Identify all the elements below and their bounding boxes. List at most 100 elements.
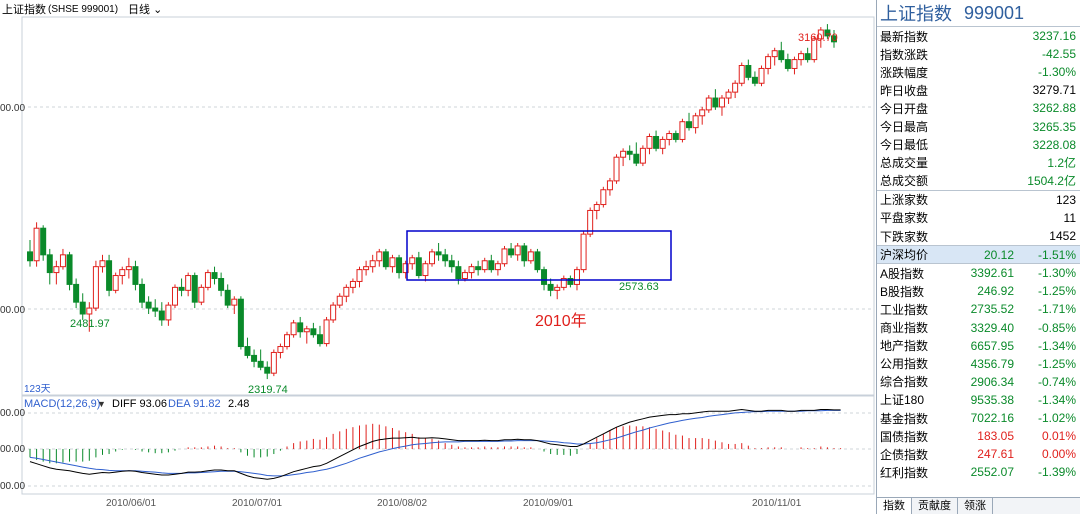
- tab-index[interactable]: 指数: [877, 498, 912, 514]
- candles-group: [27, 24, 837, 380]
- tab-leaders[interactable]: 领涨: [958, 498, 993, 514]
- sidebar-row[interactable]: 最新指数 3237.16: [877, 27, 1080, 45]
- candle-body: [745, 65, 752, 78]
- candle-body: [501, 248, 508, 265]
- candle-body: [264, 366, 271, 374]
- candle-body: [620, 150, 627, 158]
- candle-body: [382, 251, 389, 268]
- candle-body: [455, 266, 462, 279]
- candle-body: [831, 35, 837, 43]
- sidebar-row[interactable]: 指数涨跌 -42.55: [877, 45, 1080, 63]
- days-label: 123天: [24, 384, 51, 395]
- candle-body: [541, 269, 548, 285]
- candle-body: [316, 334, 323, 345]
- candle-body: [165, 304, 172, 321]
- sidebar-row[interactable]: 涨跌幅度 -1.30%: [877, 63, 1080, 81]
- candle-body: [626, 150, 633, 155]
- chevron-down-icon: ⌄: [153, 4, 163, 16]
- sidebar-row[interactable]: 今日最低 3228.08: [877, 136, 1080, 154]
- tab-contribution[interactable]: 贡献度: [912, 498, 958, 514]
- sidebar-row[interactable]: 红利指数 2552.07 -1.39%: [877, 463, 1080, 481]
- row-label: 总成交量: [880, 156, 929, 171]
- sidebar-row[interactable]: 今日最高 3265.35: [877, 117, 1080, 135]
- period-selector[interactable]: 日线 ⌄: [128, 1, 162, 17]
- sidebar-row[interactable]: 商业指数 3329.40 -0.85%: [877, 319, 1080, 337]
- candle-body: [534, 251, 541, 271]
- candle-body: [303, 328, 310, 333]
- sidebar-row[interactable]: 国债指数 183.05 0.01%: [877, 427, 1080, 445]
- macd-dropdown-icon: ▼: [97, 399, 106, 409]
- candle-body: [521, 245, 528, 262]
- sidebar-row[interactable]: 下跌家数 1452: [877, 227, 1080, 245]
- sidebar-index-code: 999001: [964, 2, 1025, 23]
- candle-body: [343, 286, 350, 297]
- candle-body: [218, 278, 225, 291]
- row-label: 红利指数: [880, 465, 929, 480]
- row-label: 企债指数: [880, 447, 929, 462]
- dea-line: [29, 409, 841, 477]
- sidebar-row[interactable]: 今日开盘 3262.88: [877, 99, 1080, 117]
- candle-body: [633, 153, 640, 164]
- candle-body: [508, 248, 515, 256]
- candle-body: [435, 251, 442, 256]
- candle-body: [811, 38, 818, 61]
- sidebar-row[interactable]: 总成交量 1.2亿: [877, 154, 1080, 172]
- candle-body: [494, 263, 501, 271]
- consolidation-box: [406, 230, 672, 281]
- sidebar-row[interactable]: 上证180 9535.38 -1.34%: [877, 391, 1080, 409]
- sidebar-row[interactable]: 公用指数 4356.79 -1.25%: [877, 355, 1080, 373]
- candle-body: [554, 286, 561, 291]
- candle-body: [573, 269, 580, 285]
- candle-body: [297, 322, 304, 333]
- row-value: 11: [1063, 210, 1076, 225]
- sidebar-row[interactable]: 总成交额 1504.2亿: [877, 172, 1080, 190]
- candle-body: [580, 233, 587, 271]
- candle-body: [369, 260, 376, 268]
- candle-body: [92, 266, 99, 309]
- sidebar-row[interactable]: 上涨家数 123: [877, 191, 1080, 209]
- row-pct: 0.01%: [1041, 429, 1076, 444]
- candle-body: [376, 251, 383, 262]
- sidebar-row[interactable]: A股指数 3392.61 -1.30%: [877, 264, 1080, 282]
- row-pct: -1.71%: [1037, 302, 1076, 317]
- row-label: 上证180: [880, 393, 925, 408]
- candle-body: [560, 278, 567, 288]
- row-value: 2735.52: [970, 302, 1014, 317]
- macd-title: MACD(12,26,9): [24, 398, 100, 410]
- sidebar-row[interactable]: 工业指数 2735.52 -1.71%: [877, 300, 1080, 318]
- sidebar-row[interactable]: 地产指数 6657.95 -1.34%: [877, 337, 1080, 355]
- candle-body: [270, 351, 277, 374]
- sidebar-row[interactable]: 基金指数 7022.16 -1.02%: [877, 409, 1080, 427]
- row-pct: -1.34%: [1037, 392, 1076, 407]
- x-tick-label: 2010/06/01: [106, 498, 156, 509]
- row-pct: 0.00%: [1041, 447, 1076, 462]
- x-axis: 2010/06/01 2010/07/01 2010/08/02 2010/09…: [106, 498, 802, 509]
- row-label: 地产指数: [880, 339, 929, 354]
- row-label: A股指数: [880, 266, 925, 281]
- candle-body: [705, 97, 712, 111]
- sidebar-row[interactable]: 企债指数 247.61 0.00%: [877, 445, 1080, 463]
- candle-body: [125, 266, 132, 271]
- candle-body: [396, 257, 403, 274]
- candle-body: [132, 266, 139, 285]
- candle-body: [784, 59, 791, 69]
- row-label: B股指数: [880, 284, 925, 299]
- annotation-high: 3160.70: [798, 32, 838, 44]
- annotation-low-2: 2319.74: [248, 384, 288, 396]
- row-value: 1504.2亿: [1027, 174, 1076, 189]
- candle-body: [672, 133, 679, 140]
- candle-body: [178, 286, 185, 291]
- macd-axis-label: 00.00: [0, 444, 25, 455]
- candle-body: [198, 286, 205, 303]
- sidebar-row[interactable]: 平盘家数 11: [877, 209, 1080, 227]
- row-value: -1.30%: [1037, 65, 1076, 80]
- sidebar-row[interactable]: 综合指数 2906.34 -0.74%: [877, 373, 1080, 391]
- sidebar-row[interactable]: 昨日收盘 3279.71: [877, 81, 1080, 99]
- candle-body: [99, 260, 106, 268]
- row-label: 国债指数: [880, 429, 929, 444]
- row-pct: -1.39%: [1037, 465, 1076, 480]
- row-label: 基金指数: [880, 411, 929, 426]
- row-value: 9535.38: [970, 392, 1014, 407]
- candle-body: [751, 76, 758, 84]
- sidebar-row[interactable]: B股指数 246.92 -1.25%: [877, 282, 1080, 300]
